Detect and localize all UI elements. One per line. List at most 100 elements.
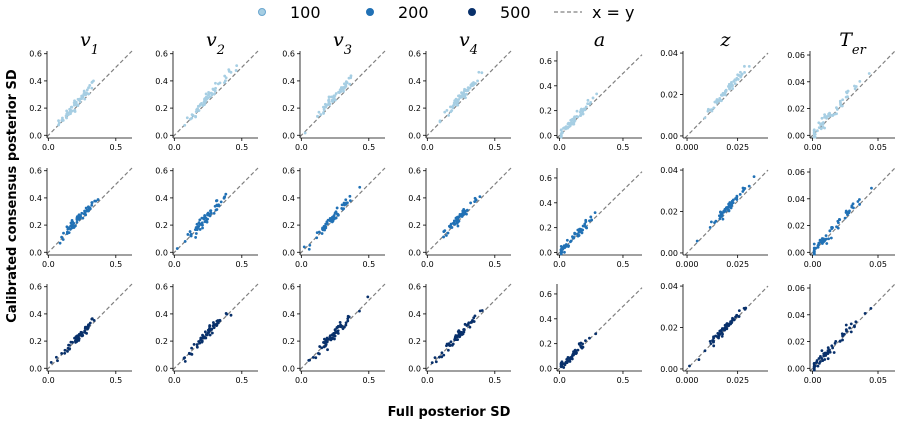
data-point: [463, 322, 467, 326]
data-point: [207, 90, 210, 94]
data-point: [724, 88, 728, 92]
data-point: [229, 313, 233, 317]
y-tick-label: 0.6: [282, 50, 295, 59]
y-tick-label: 0.2: [408, 221, 421, 230]
data-point: [83, 327, 87, 330]
data-point: [739, 70, 742, 74]
data-point: [218, 318, 222, 322]
y-tick-label: 0.6: [539, 57, 552, 66]
data-point: [844, 323, 848, 327]
data-point: [712, 344, 716, 348]
data-point: [348, 199, 352, 203]
data-point: [331, 100, 335, 104]
data-point: [69, 105, 73, 109]
y-tick-label: 0.4: [29, 77, 42, 86]
data-point: [76, 97, 80, 101]
data-point: [204, 333, 208, 336]
x-tick-label: 0.0: [553, 260, 566, 269]
data-point: [593, 211, 597, 215]
data-point: [61, 238, 65, 241]
data-point: [81, 216, 85, 220]
y-tick-label: 0.04: [787, 78, 805, 87]
data-point: [714, 219, 718, 223]
y-tick-label: 0.0: [539, 365, 552, 374]
data-point: [703, 116, 707, 120]
data-point: [307, 358, 311, 362]
data-point: [202, 216, 206, 220]
data-point: [333, 337, 336, 341]
data-point: [332, 214, 336, 217]
data-point: [461, 91, 464, 95]
data-point: [733, 82, 737, 86]
data-point: [61, 118, 65, 122]
data-point: [841, 334, 844, 338]
data-point: [447, 342, 451, 346]
y-tick-label: 0.0: [408, 364, 421, 373]
y-tick-label: 0.4: [282, 194, 295, 203]
y-tick-label: 0.2: [282, 104, 295, 113]
x-tick-label: 0.0: [553, 143, 566, 152]
data-point: [328, 102, 332, 106]
x-tick-label: 0.5: [362, 143, 375, 152]
panel-1-0: 0.0 0.2 0.4 0.6 0.0 0.5: [155, 50, 259, 152]
data-point: [571, 235, 574, 239]
data-point: [573, 232, 577, 236]
data-point: [473, 200, 477, 204]
data-point: [216, 82, 220, 86]
data-point: [462, 328, 466, 331]
data-point: [852, 206, 855, 210]
data-point: [574, 349, 578, 353]
data-point: [738, 192, 742, 196]
data-point: [340, 206, 344, 210]
panel-1-2: 0.0 0.2 0.4 0.6 0.0 0.5: [155, 283, 259, 385]
data-point: [334, 328, 337, 331]
data-point: [826, 351, 829, 354]
data-point: [466, 88, 470, 92]
y-tick-label: 0.0: [29, 248, 42, 257]
data-point: [208, 95, 212, 99]
panel-6-2: 0.00 0.02 0.04 0.06 0.00 0.05: [787, 283, 896, 385]
data-point: [234, 69, 238, 72]
data-point: [324, 344, 327, 348]
y-tick-label: 0.2: [539, 224, 552, 233]
y-tick-label: 0.02: [787, 338, 805, 347]
y-tick-label: 0.0: [155, 248, 168, 257]
x-tick-label: 0.0: [421, 260, 434, 269]
data-point: [227, 68, 231, 71]
data-point: [65, 225, 69, 229]
data-point: [465, 208, 469, 212]
data-point: [580, 346, 584, 350]
data-point: [330, 220, 334, 224]
y-tick-label: 0.00: [787, 131, 805, 140]
data-point: [87, 323, 91, 327]
data-point: [81, 334, 85, 337]
data-point: [320, 232, 324, 235]
data-point: [821, 121, 825, 124]
data-point: [735, 314, 739, 317]
data-point: [473, 314, 477, 318]
data-point: [747, 184, 751, 188]
data-point: [858, 198, 861, 201]
data-point: [450, 343, 454, 347]
legend-label: 200: [398, 3, 429, 22]
x-tick-label: 0.5: [109, 376, 122, 385]
data-point: [840, 332, 844, 336]
data-point: [590, 218, 594, 222]
data-point: [348, 82, 352, 86]
y-tick-label: 0.6: [408, 167, 421, 176]
y-tick-label: 0.6: [539, 174, 552, 183]
data-point: [212, 211, 216, 215]
data-point: [188, 230, 192, 233]
data-point: [826, 357, 830, 361]
data-point: [64, 114, 68, 118]
data-point: [858, 79, 862, 83]
data-point: [201, 226, 204, 230]
x-tick-label: 0.5: [109, 143, 122, 152]
x-tick-label: 0.0: [168, 260, 181, 269]
y-tick-label: 0.2: [29, 104, 42, 113]
y-tick-label: 0.2: [408, 104, 421, 113]
panel-5-1: 0.00 0.02 0.04 0.000 0.025: [660, 166, 769, 269]
data-point: [853, 325, 856, 329]
data-point: [323, 105, 327, 109]
